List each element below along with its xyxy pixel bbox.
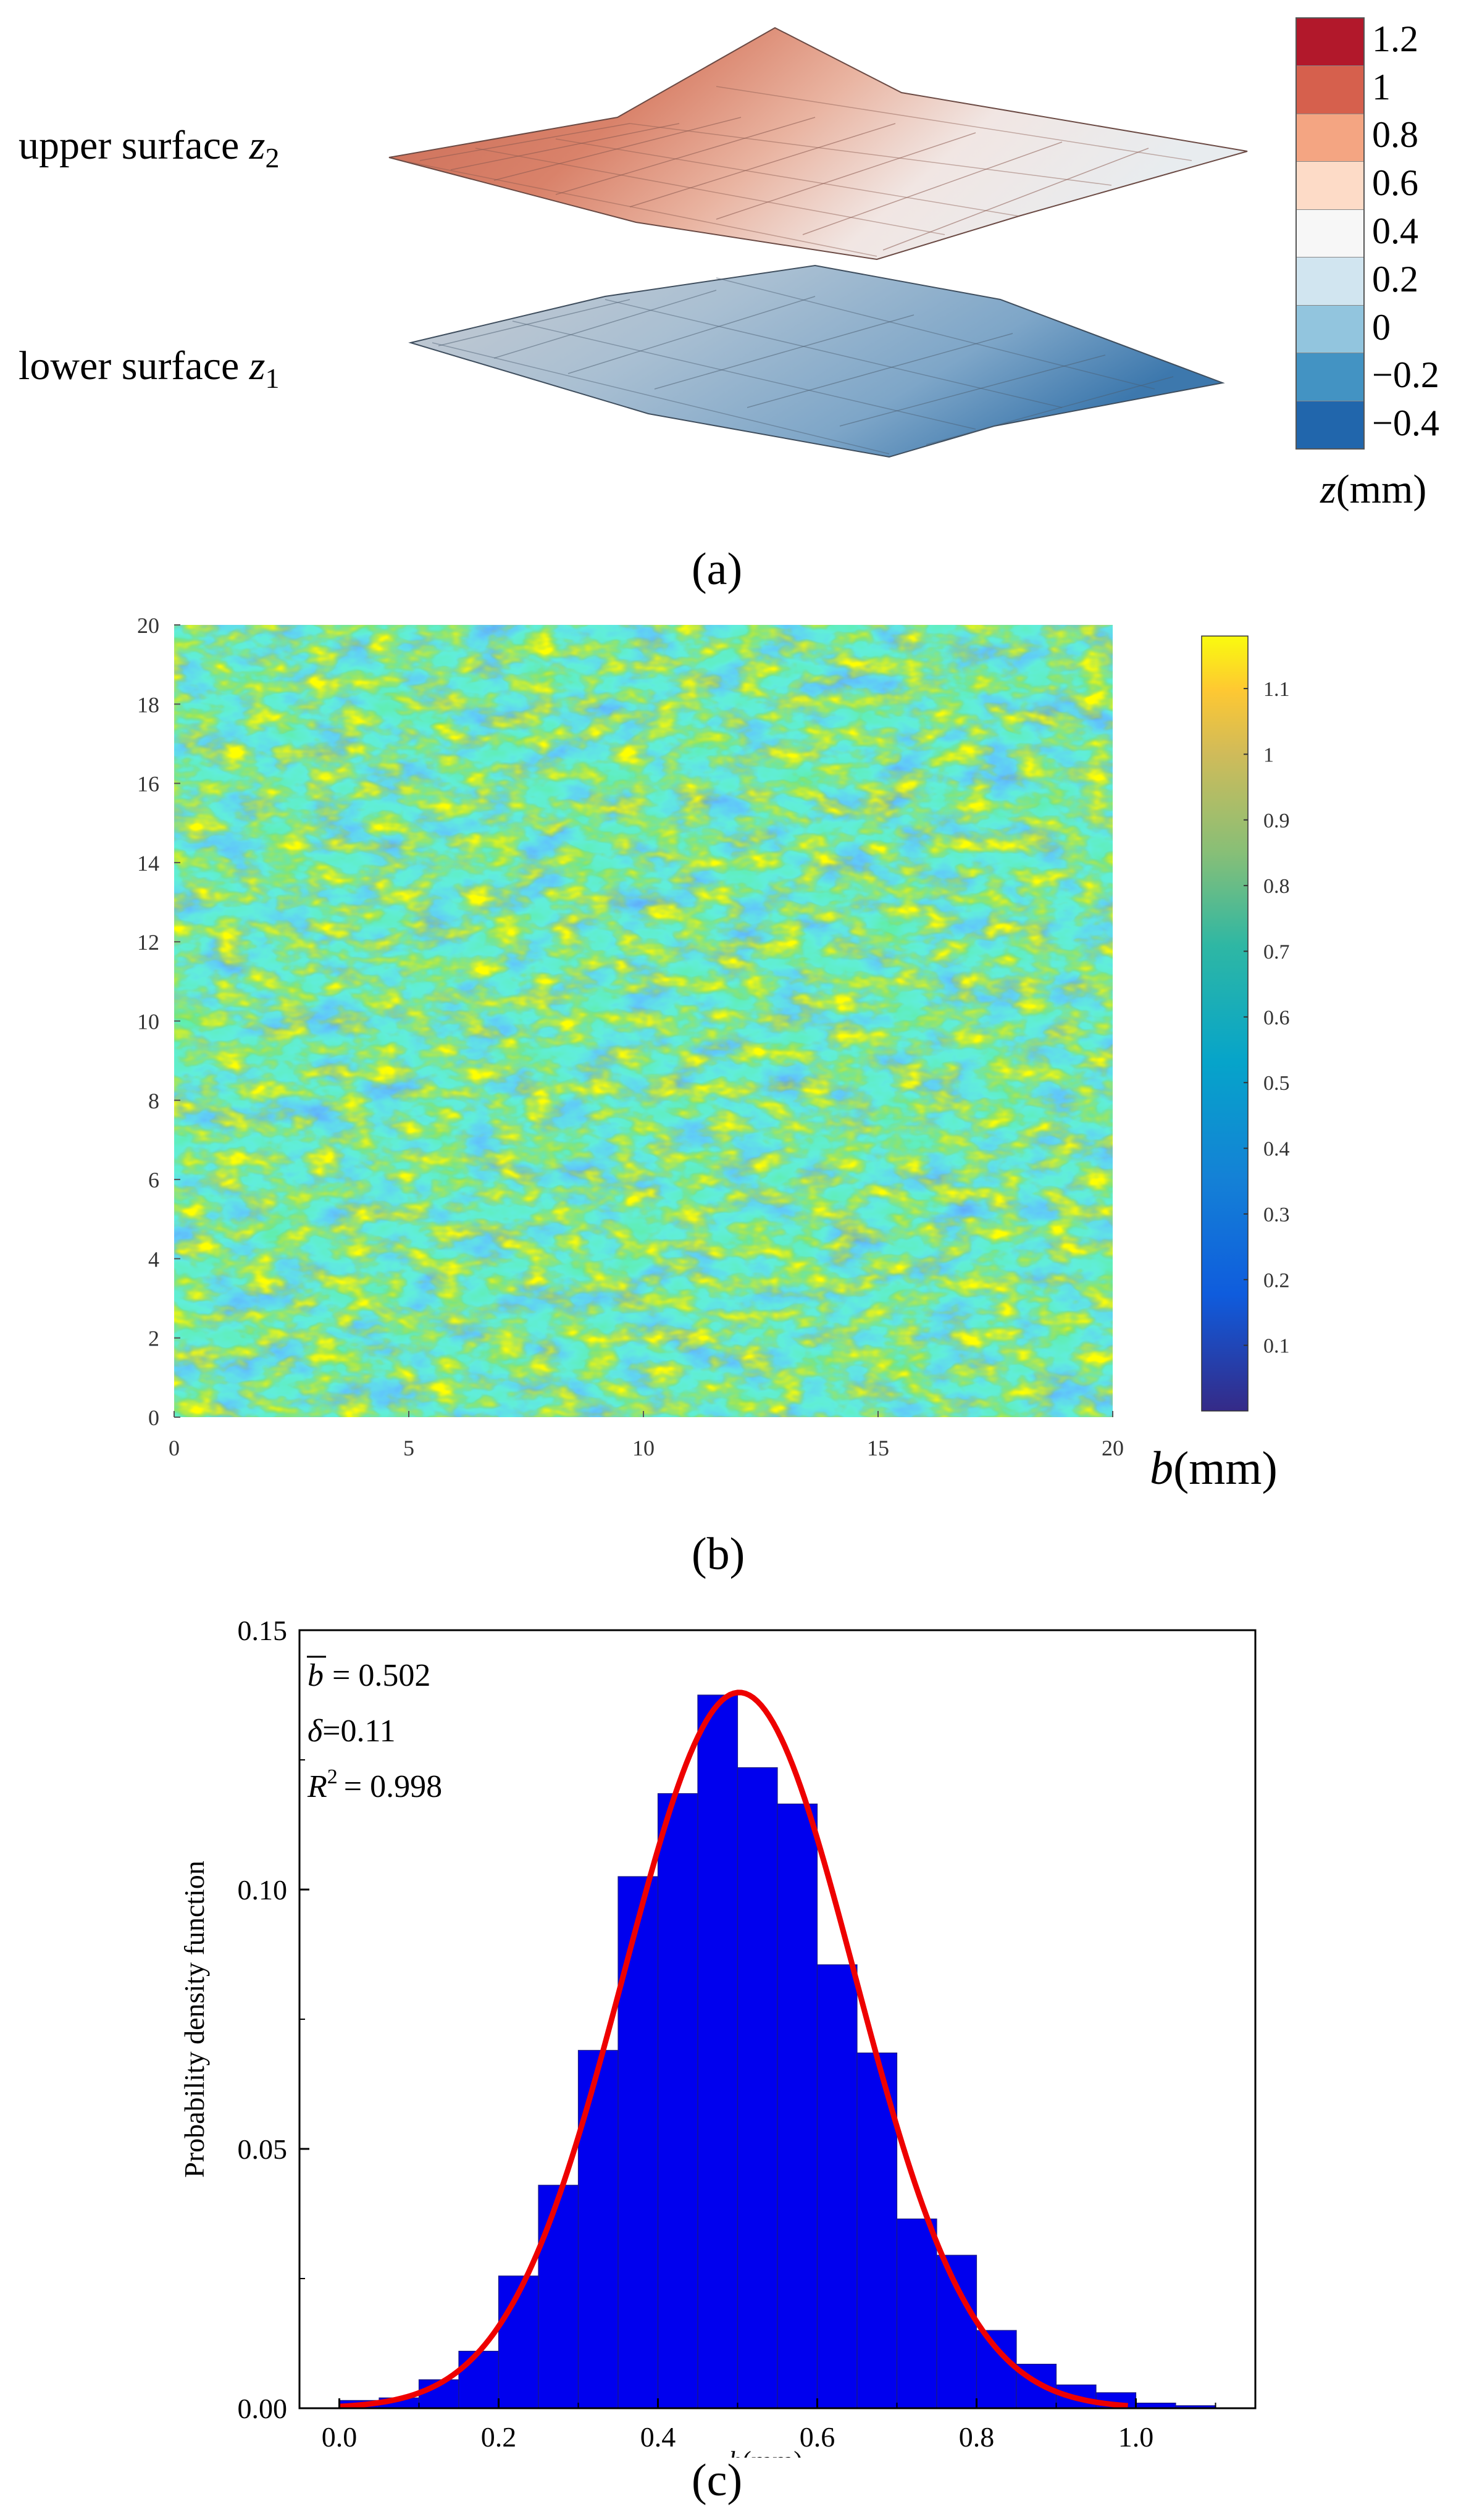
upper-surface-label: upper surface z2 — [19, 123, 280, 174]
colorbar-a-segment — [1297, 401, 1363, 448]
histogram-bar — [617, 1876, 659, 2409]
y-tick-label: 8 — [148, 1089, 159, 1113]
histogram-axes: 0.0 0.2 0.4 0.6 0.8 1.0 0.00 0.05 0.10 0.15 — [238, 1615, 1216, 2453]
normal-fit-curve — [339, 1689, 1128, 2409]
annot-r2: R2 = 0.998 — [307, 1765, 442, 1804]
y-tick-label: 18 — [137, 692, 159, 717]
x-tick-label: 0.6 — [800, 2421, 835, 2453]
annot-mean: b = 0.502 — [308, 1658, 430, 1693]
histogram-bar — [737, 1767, 778, 2409]
histogram-bar — [538, 2185, 579, 2409]
histogram-bar — [458, 2350, 500, 2409]
colorbar-b-tick-label: 0.2 — [1263, 1269, 1290, 1292]
y-tick-label: 6 — [148, 1168, 159, 1192]
colorbar-a — [1295, 17, 1365, 450]
colorbar-a-segment — [1297, 353, 1363, 401]
y-tick-label: 0.15 — [238, 1615, 288, 1646]
surface-plot — [388, 27, 1248, 458]
lower-surface — [408, 264, 1225, 458]
histogram-bar — [976, 2330, 1017, 2409]
colorbar-b-tick-label: 0.6 — [1263, 1007, 1290, 1029]
y-tick-label: 4 — [148, 1247, 159, 1271]
heatmap-area — [174, 625, 1113, 1417]
colorbar-a-tick-label: −0.2 — [1372, 354, 1439, 396]
colorbar-a-segment — [1297, 257, 1363, 306]
x-tick-label: 0.0 — [322, 2421, 358, 2453]
histogram-bar — [697, 1694, 739, 2409]
y-axis-label: Probability density function — [178, 1861, 210, 2178]
colorbar-a-segment — [1297, 19, 1363, 67]
colorbar-a-tick-label: 1 — [1372, 66, 1391, 107]
histogram-bar — [777, 1803, 818, 2409]
x-tick-label: 0.8 — [959, 2421, 995, 2453]
y-tick-label: 14 — [137, 851, 159, 876]
x-tick-label: 0.2 — [481, 2421, 517, 2453]
y-tick-label: 2 — [148, 1326, 159, 1351]
y-tick-label: 0.00 — [238, 2393, 288, 2424]
colorbar-a-segment — [1297, 66, 1363, 114]
histogram-bar — [896, 2218, 937, 2409]
colorbar-a-tick-label: −0.4 — [1372, 403, 1439, 444]
panel-a-label: (a) — [692, 544, 743, 595]
y-tick-label: 10 — [137, 1010, 159, 1034]
colorbar-b-tick-label: 0.3 — [1263, 1203, 1290, 1226]
colorbar-a-segment — [1297, 114, 1363, 162]
colorbar-b-unit: b(mm) — [1150, 1442, 1278, 1494]
colorbar-a-tick-label: 0.2 — [1372, 258, 1418, 299]
histogram-bar — [657, 1793, 698, 2409]
colorbar-a-tick-label: 0.4 — [1372, 211, 1418, 251]
y-tick-label: 0.05 — [238, 2133, 288, 2165]
y-tick-label: 12 — [137, 930, 159, 955]
histogram-bar — [936, 2254, 977, 2409]
annotations: b = 0.502 δ=0.11 R2 = 0.998 — [307, 1656, 442, 1804]
colorbar-b-ticks: 1.1 1 0.9 0.8 0.7 0.6 0.5 0.4 0.3 0.2 0.1 — [1244, 678, 1290, 1358]
y-tick-label: 20 — [137, 613, 159, 638]
upper-surface — [388, 27, 1248, 261]
y-tick-label: 0 — [148, 1405, 159, 1430]
histogram-bar — [577, 2049, 619, 2409]
colorbar-b — [1201, 635, 1249, 1412]
colorbar-b-tick-label: 0.7 — [1263, 941, 1290, 964]
histogram-plot: 0.0 0.2 0.4 0.6 0.8 1.0 0.00 0.05 0.10 0.15 b(mm)… — [178, 1615, 1257, 2458]
colorbar-a-segment — [1297, 209, 1363, 258]
heatmap-axes: 0 5 10 15 20 0 2 4 6 8 10 12 14 16 18 20 — [137, 613, 1124, 1460]
x-axis-label: b(mm) — [729, 2446, 803, 2458]
colorbar-a-unit: z(mm) — [1320, 467, 1427, 512]
x-tick-label: 1.0 — [1118, 2421, 1154, 2453]
panel-c-label: (c) — [692, 2455, 743, 2506]
colorbar-b-tick-label: 1 — [1263, 743, 1274, 766]
x-tick-label: 0 — [169, 1436, 180, 1460]
lower-surface-label: lower surface z1 — [19, 343, 280, 395]
histogram-bar — [816, 1964, 858, 2409]
x-tick-label: 10 — [632, 1436, 655, 1460]
colorbar-b-tick-label: 0.5 — [1263, 1072, 1290, 1095]
panel-b-label: (b) — [692, 1529, 745, 1580]
colorbar-b-tick-label: 0.8 — [1263, 875, 1290, 898]
x-tick-label: 5 — [403, 1436, 414, 1460]
colorbar-b-tick-label: 1.1 — [1263, 678, 1290, 701]
colorbar-a-tick-label: 0.8 — [1372, 114, 1418, 156]
colorbar-a-tick-label: 0 — [1372, 306, 1391, 348]
heatmap-plot: 0 5 10 15 20 0 2 4 6 8 10 12 14 16 18 20 1.1 1 0.9 0.8 0.7 0… — [137, 613, 1290, 1460]
y-tick-label: 16 — [137, 772, 159, 797]
colorbar-a-segment — [1297, 305, 1363, 354]
x-tick-label: 0.4 — [640, 2421, 676, 2453]
colorbar-a-segment — [1297, 162, 1363, 210]
colorbar-b-tick-label: 0.9 — [1263, 810, 1290, 832]
colorbar-b-tick-label: 0.1 — [1263, 1335, 1290, 1358]
colorbar-b-tick-label: 0.4 — [1263, 1138, 1290, 1161]
colorbar-a-tick-label: 1.2 — [1372, 18, 1418, 59]
histogram-bars — [338, 1694, 1216, 2409]
x-tick-label: 15 — [867, 1436, 889, 1460]
colorbar-a-tick-label: 0.6 — [1372, 162, 1418, 204]
annot-delta: δ=0.11 — [308, 1714, 396, 1749]
y-tick-label: 0.10 — [238, 1874, 288, 1906]
x-tick-label: 20 — [1102, 1436, 1124, 1460]
